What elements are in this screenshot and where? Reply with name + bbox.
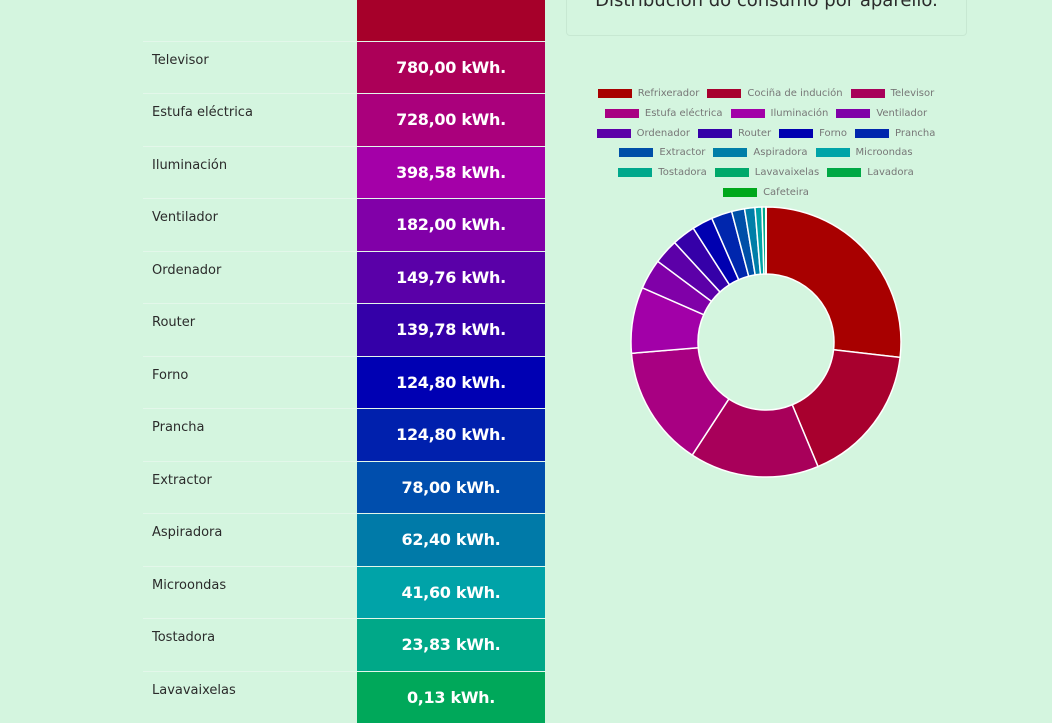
legend-label: Router (738, 128, 771, 139)
legend-label: Forno (819, 128, 847, 139)
appliance-name: Ventilador (152, 210, 218, 225)
table-row: Televisor 780,00 kWh. (143, 41, 546, 94)
legend-swatch (827, 168, 861, 177)
legend-swatch (723, 188, 757, 197)
legend-label: Televisor (891, 88, 935, 99)
legend-item[interactable]: Televisor (851, 88, 935, 99)
legend-label: Ordenador (637, 128, 690, 139)
legend-label: Prancha (895, 128, 935, 139)
appliance-name: Extractor (152, 473, 212, 488)
legend-item[interactable]: Cafeteira (723, 187, 809, 198)
appliance-name: Microondas (152, 578, 226, 593)
legend-swatch (698, 129, 732, 138)
consumption-value: 41,60 kWh. (357, 567, 545, 619)
appliance-name: Lavavaixelas (152, 683, 236, 698)
legend-label: Iluminación (771, 108, 829, 119)
donut-slice[interactable] (766, 207, 901, 357)
table-row: Tostadora 23,83 kWh. (143, 618, 546, 671)
legend-item[interactable]: Tostadora (618, 167, 707, 178)
consumption-value: 182,00 kWh. (357, 199, 545, 251)
appliance-name: Estufa eléctrica (152, 105, 253, 120)
legend-item[interactable]: Extractor (619, 147, 705, 158)
legend-swatch (779, 129, 813, 138)
consumption-value (357, 0, 545, 41)
appliance-name: Televisor (152, 53, 209, 68)
appliance-name: Tostadora (152, 630, 215, 645)
legend-swatch (731, 109, 765, 118)
legend-item[interactable]: Estufa eléctrica (605, 108, 723, 119)
legend-swatch (598, 89, 632, 98)
table-row: Microondas 41,60 kWh. (143, 566, 546, 619)
legend-label: Ventilador (876, 108, 927, 119)
consumption-value: 728,00 kWh. (357, 94, 545, 146)
appliance-name: Forno (152, 368, 188, 383)
table-row: Router 139,78 kWh. (143, 303, 546, 356)
legend-swatch (855, 129, 889, 138)
legend-label: Lavadora (867, 167, 913, 178)
legend-swatch (597, 129, 631, 138)
table-row: Forno 124,80 kWh. (143, 356, 546, 409)
consumption-table: Televisor 780,00 kWh. Estufa eléctrica 728,… (143, 0, 546, 723)
legend-swatch (707, 89, 741, 98)
legend-swatch (836, 109, 870, 118)
legend-item[interactable]: Refrixerador (598, 88, 700, 99)
appliance-name: Aspiradora (152, 525, 222, 540)
consumption-value: 124,80 kWh. (357, 409, 545, 461)
legend-item[interactable]: Cociña de indución (707, 88, 842, 99)
table-row: Extractor 78,00 kWh. (143, 461, 546, 514)
legend-item[interactable]: Prancha (855, 128, 935, 139)
legend-label: Lavavaixelas (755, 167, 819, 178)
table-row: Iluminación 398,58 kWh. (143, 146, 546, 199)
consumption-value: 62,40 kWh. (357, 514, 545, 566)
legend-label: Aspiradora (753, 147, 807, 158)
appliance-name: Router (152, 315, 195, 330)
legend-label: Refrixerador (638, 88, 700, 99)
consumption-value: 139,78 kWh. (357, 304, 545, 356)
legend-item[interactable]: Iluminación (731, 108, 829, 119)
legend-item[interactable]: Aspiradora (713, 147, 807, 158)
table-row: Aspiradora 62,40 kWh. (143, 513, 546, 566)
appliance-name: Prancha (152, 420, 205, 435)
consumption-value: 23,83 kWh. (357, 619, 545, 671)
donut-chart (626, 202, 906, 482)
legend-label: Cociña de indución (747, 88, 842, 99)
legend-label: Tostadora (658, 167, 707, 178)
legend-swatch (816, 148, 850, 157)
chart-title: Distribución do consumo por aparello. (567, 0, 966, 11)
appliance-name: Ordenador (152, 263, 221, 278)
consumption-value: 149,76 kWh. (357, 252, 545, 304)
legend-item[interactable]: Lavadora (827, 167, 913, 178)
legend-item[interactable]: Ventilador (836, 108, 927, 119)
consumption-value: 124,80 kWh. (357, 357, 545, 409)
table-row: Estufa eléctrica 728,00 kWh. (143, 93, 546, 146)
table-row (143, 0, 546, 41)
legend-label: Cafeteira (763, 187, 809, 198)
table-row: Prancha 124,80 kWh. (143, 408, 546, 461)
legend-label: Extractor (659, 147, 705, 158)
legend-item[interactable]: Forno (779, 128, 847, 139)
chart-legend: Refrixerador Cociña de indución Televisor E… (588, 84, 944, 202)
consumption-value: 780,00 kWh. (357, 42, 545, 94)
legend-label: Microondas (856, 147, 913, 158)
table-row: Ventilador 182,00 kWh. (143, 198, 546, 251)
table-row: Ordenador 149,76 kWh. (143, 251, 546, 304)
consumption-value: 398,58 kWh. (357, 147, 545, 199)
legend-swatch (715, 168, 749, 177)
table-row: Lavavaixelas 0,13 kWh. (143, 671, 546, 723)
legend-swatch (618, 168, 652, 177)
legend-item[interactable]: Ordenador (597, 128, 690, 139)
consumption-value: 0,13 kWh. (357, 672, 545, 723)
consumption-value: 78,00 kWh. (357, 462, 545, 514)
legend-swatch (851, 89, 885, 98)
legend-item[interactable]: Router (698, 128, 771, 139)
legend-swatch (713, 148, 747, 157)
appliance-name: Iluminación (152, 158, 227, 173)
legend-swatch (605, 109, 639, 118)
legend-item[interactable]: Lavavaixelas (715, 167, 819, 178)
legend-label: Estufa eléctrica (645, 108, 723, 119)
chart-title-panel: Distribución do consumo por aparello. (566, 0, 967, 36)
legend-swatch (619, 148, 653, 157)
legend-item[interactable]: Microondas (816, 147, 913, 158)
